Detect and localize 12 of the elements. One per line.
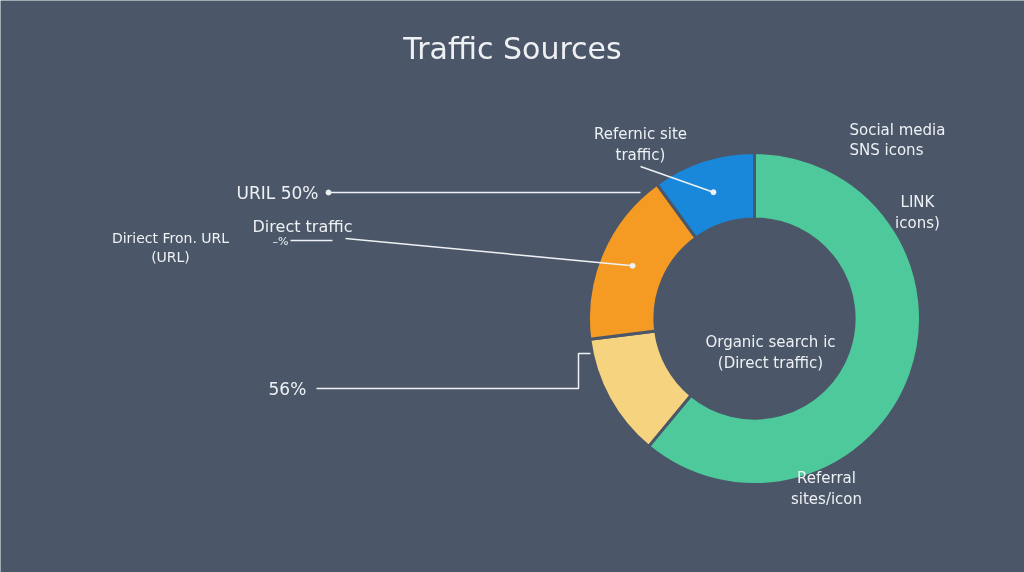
slice-label: Organic search ic (Direct traffic)	[705, 333, 836, 372]
text: Referral sites/icon	[790, 469, 863, 508]
chart-title: Traffic Sources	[402, 31, 622, 66]
text: LINK icons)	[895, 193, 940, 232]
slice-label: Direct traffic	[252, 217, 353, 236]
text: –%	[272, 235, 289, 248]
text: Diriect Fron. URL (URL)	[111, 230, 230, 265]
text: Social media	[849, 120, 946, 139]
text: 56%	[268, 378, 307, 399]
slice-label: Refernic site traffic)	[593, 125, 688, 164]
text: URIL 50%	[236, 182, 319, 203]
text: SNS icons	[849, 140, 924, 159]
